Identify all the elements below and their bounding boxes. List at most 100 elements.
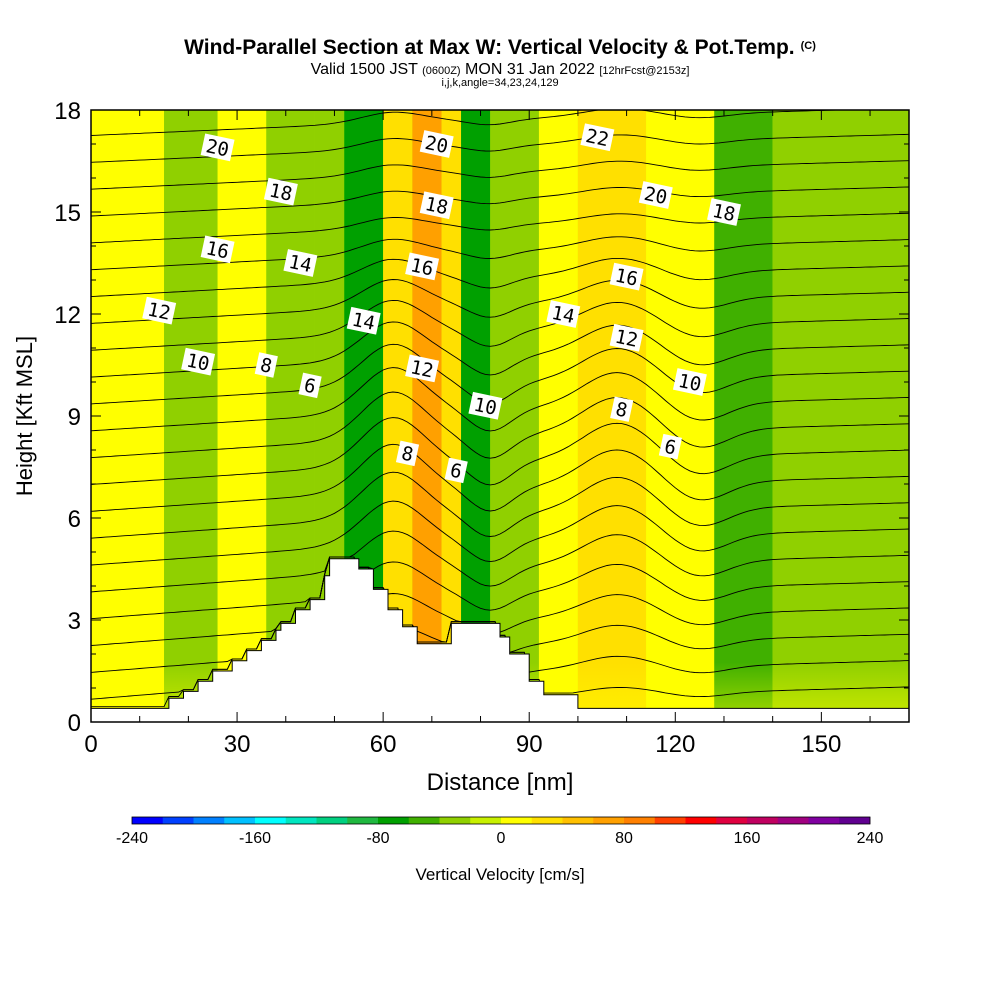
x-tick-label: 60 (370, 731, 397, 758)
y-tick-label: 0 (68, 710, 81, 737)
colorbar-swatch (439, 817, 471, 824)
colorbar-swatch (562, 817, 594, 824)
isentrope-label: 10 (468, 391, 503, 420)
isentrope-label-box (419, 130, 454, 158)
colorbar-swatch (531, 817, 563, 824)
isentrope-label-text: 12 (146, 298, 173, 324)
isentrope-label-box (405, 252, 440, 281)
isentrope-label-box (200, 133, 235, 162)
colorbar-swatch (501, 817, 533, 824)
colorbar-swatch (255, 817, 287, 824)
isentrope-label-box (405, 354, 440, 383)
valid-time: Valid 1500 JST (310, 61, 418, 78)
isentrope-label-box (200, 235, 235, 264)
colorbar-tick-label: 80 (615, 830, 633, 847)
isentrope (91, 471, 909, 539)
colorbar-tick-label: -80 (366, 830, 389, 847)
isentrope-label: 20 (638, 181, 673, 209)
colorbar-tick-label: 160 (734, 830, 761, 847)
isentrope-label: 12 (609, 323, 644, 352)
isentrope-label-box (283, 249, 318, 277)
isentrope-label-text: 6 (302, 374, 318, 398)
isentrope-label-text: 18 (423, 193, 450, 219)
chart-title: Wind-Parallel Section at Max W: Vertical… (184, 36, 816, 59)
isentrope-label-text: 20 (642, 183, 669, 209)
colorbar-swatch (224, 817, 256, 824)
x-axis-label: Distance [nm] (427, 769, 574, 796)
isentrope-label: 18 (707, 198, 741, 226)
colorbar-swatch (470, 817, 502, 824)
isentrope-label-text: 16 (204, 237, 231, 263)
isentrope-label-text: 6 (448, 459, 464, 483)
isentrope-label-text: 20 (423, 132, 450, 158)
isentrope-label: 8 (610, 396, 634, 422)
axes: 0 30 60 90 120 150 0 3 6 9 12 15 18 (54, 98, 910, 758)
isentrope-label-box (658, 433, 682, 460)
isentrope (91, 321, 909, 378)
isentrope-label-text: 8 (614, 398, 630, 422)
colorbar-swatch (132, 817, 164, 824)
terrain (90, 558, 910, 723)
isentrope-label: 12 (405, 354, 440, 383)
isentrope-label-text: 18 (710, 200, 737, 226)
chart-subtitle: Valid 1500 JST (0600Z) MON 31 Jan 2022 [… (0, 61, 1000, 79)
isentrope-label: 6 (444, 457, 468, 484)
isentrope-label: 16 (405, 252, 440, 281)
isentrope-label-box (444, 457, 468, 484)
colorbar-swatch (316, 817, 348, 824)
isentrope-label: 14 (546, 300, 581, 328)
isentrope (91, 82, 909, 109)
isentrope-label-text: 14 (287, 251, 314, 277)
copyright-mark: (C) (800, 40, 816, 52)
isentrope-label-box (142, 296, 177, 325)
isentrope-label: 16 (609, 262, 644, 291)
grid-indices: i,j,k,angle=34,23,24,129 (441, 77, 559, 89)
y-tick-label: 3 (68, 608, 81, 635)
isentrope (91, 556, 909, 620)
isentrope-label: 16 (200, 235, 235, 264)
isentrope-label: 10 (181, 347, 216, 376)
isentrope (91, 367, 909, 432)
isentrope-label: 6 (298, 372, 322, 399)
isentrope-labels: 20 18 16 14 12 10 8 6 14 20 18 16 12 10 8 6 22 20 18 16 14 12… (142, 123, 741, 484)
colorbar-swatch (347, 817, 379, 824)
isentrope-label: 18 (419, 191, 454, 220)
isentrope (91, 391, 909, 459)
isentrope-label: 6 (658, 433, 682, 460)
colorbar-swatch (777, 817, 809, 824)
x-tick-label: 120 (655, 731, 695, 758)
colorbar-swatch (685, 817, 717, 824)
isentrope (91, 443, 909, 512)
isentrope-label-text: 6 (662, 436, 678, 460)
isentrope-label-box (580, 123, 615, 152)
x-tick-label: 30 (224, 731, 251, 758)
isentrope-label: 10 (672, 368, 707, 396)
isentrope-label-box (254, 352, 278, 378)
y-tick-label: 9 (68, 404, 81, 431)
isentrope-label-text: 8 (399, 442, 415, 466)
colorbar-swatch (593, 817, 625, 824)
colorbar-swatch (162, 817, 194, 824)
isentrope-label-box (263, 177, 298, 206)
isentrope (91, 417, 909, 486)
isentrope (91, 500, 909, 566)
x-tick-label: 0 (84, 731, 97, 758)
isentrope-label-text: 8 (258, 354, 274, 378)
colorbar-frame (131, 816, 871, 825)
isentrope-label-box (298, 372, 322, 399)
isentrope (91, 186, 909, 217)
isentrope-label-box (395, 440, 420, 467)
isentrope-label: 8 (395, 440, 420, 467)
isentrope-label-box (609, 323, 644, 352)
utc-time: (0600Z) (422, 65, 461, 77)
isentrope-label: 20 (419, 130, 454, 158)
colorbar-tick-label: 240 (857, 830, 884, 847)
isentrope-label-text: 12 (408, 356, 435, 382)
forecast-info: [12hrFcst@2153z] (599, 65, 690, 77)
isentrope-label-box (638, 181, 673, 209)
y-tick-label: 18 (54, 98, 81, 125)
colorbar: -240 -160 -80 0 80 160 240 (116, 816, 884, 847)
isentrope-label: 12 (142, 296, 177, 325)
isentrope-label-box (419, 191, 454, 220)
y-axis-label: Height [Kft MSL] (12, 336, 37, 496)
